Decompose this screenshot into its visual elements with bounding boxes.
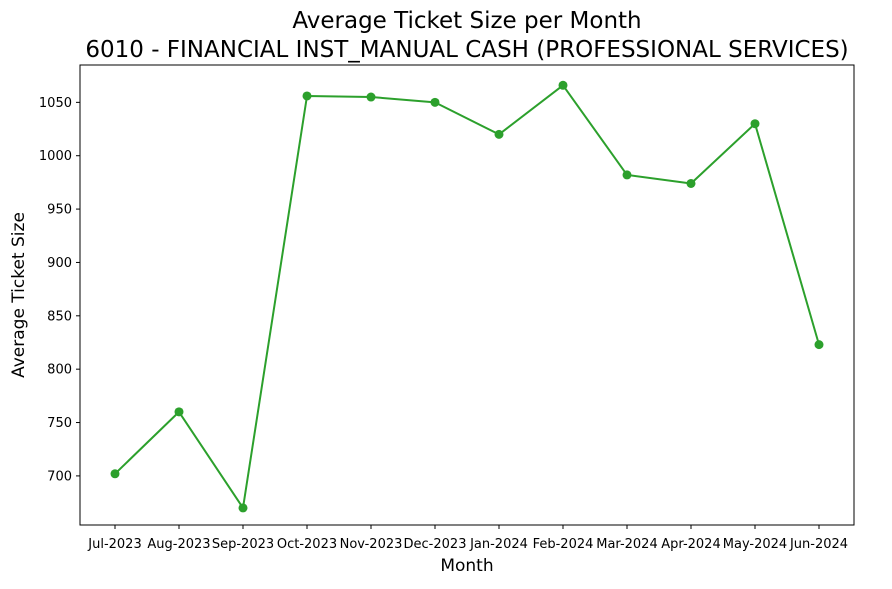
y-tick-label: 900 (47, 256, 72, 271)
y-tick-label: 950 (47, 203, 72, 218)
data-point (110, 469, 120, 479)
y-tick-label: 750 (47, 416, 72, 431)
x-tick-label: Jun-2024 (789, 537, 848, 552)
data-point (174, 407, 184, 417)
series-line (114, 84, 820, 509)
data-point (622, 170, 632, 180)
x-tick-label: Oct-2023 (277, 537, 337, 552)
y-tick-label: 700 (47, 469, 72, 484)
y-axis-label: Average Ticket Size (9, 212, 29, 378)
y-tick-label: 1000 (39, 149, 72, 164)
plot-area: 700 750 800 850 900 950 1000 1050 Jul-2023 Aug-20… (39, 80, 848, 552)
data-point (238, 503, 248, 513)
x-tick-label: Jan-2024 (469, 537, 528, 552)
data-point (750, 119, 760, 129)
data-point (814, 340, 824, 350)
x-tick-label: Aug-2023 (147, 537, 210, 552)
data-point (302, 91, 312, 101)
plot-frame (79, 64, 855, 526)
x-tick-label: Jul-2023 (87, 537, 141, 552)
data-point (558, 80, 568, 90)
x-axis-label: Month (440, 556, 493, 576)
chart-title: Average Ticket Size per Month (292, 8, 641, 34)
data-point (430, 97, 440, 107)
y-tick-label: 800 (47, 363, 72, 378)
x-tick-label: Feb-2024 (533, 537, 594, 552)
x-tick-label: Nov-2023 (340, 537, 403, 552)
x-tick-label: May-2024 (723, 537, 787, 552)
data-point (494, 129, 504, 139)
y-tick-label: 1050 (39, 96, 72, 111)
y-tick-label: 850 (47, 309, 72, 324)
x-tick-label: Dec-2023 (404, 537, 467, 552)
data-point (686, 178, 696, 188)
x-tick-label: Sep-2023 (212, 537, 274, 552)
chart-subtitle: 6010 - FINANCIAL INST_MANUAL CASH (PROFE… (85, 37, 848, 63)
x-tick-label: Mar-2024 (596, 537, 657, 552)
data-point (366, 92, 376, 102)
x-tick-label: Apr-2024 (661, 537, 720, 552)
